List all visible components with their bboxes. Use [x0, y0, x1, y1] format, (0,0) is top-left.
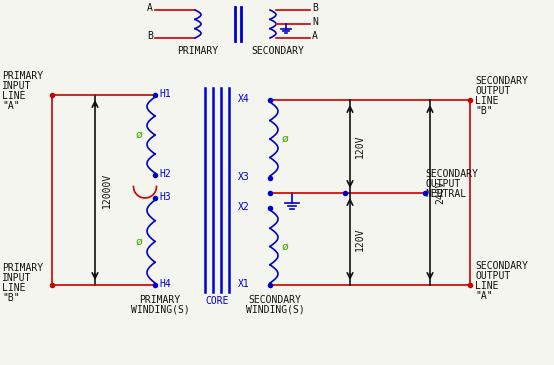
Text: OUTPUT: OUTPUT — [425, 179, 460, 189]
Text: LINE: LINE — [2, 91, 25, 101]
Text: WINDING(S): WINDING(S) — [245, 305, 304, 315]
Text: OUTPUT: OUTPUT — [475, 271, 510, 281]
Text: ø: ø — [281, 242, 289, 251]
Text: "B": "B" — [2, 293, 19, 303]
Text: PRIMARY: PRIMARY — [2, 71, 43, 81]
Text: H4: H4 — [159, 279, 171, 289]
Text: "A": "A" — [2, 101, 19, 111]
Text: ø: ø — [281, 134, 289, 144]
Text: SECONDARY: SECONDARY — [475, 261, 528, 271]
Text: WINDING(S): WINDING(S) — [131, 305, 189, 315]
Text: LINE: LINE — [475, 281, 499, 291]
Text: H2: H2 — [159, 169, 171, 179]
Text: X2: X2 — [238, 202, 250, 212]
Text: H3: H3 — [159, 192, 171, 202]
Text: PRIMARY: PRIMARY — [177, 46, 219, 56]
Text: INPUT: INPUT — [2, 81, 32, 91]
Text: N: N — [312, 17, 318, 27]
Text: B: B — [312, 3, 318, 13]
Text: SECONDARY: SECONDARY — [425, 169, 478, 179]
Text: OUTPUT: OUTPUT — [475, 86, 510, 96]
Text: H1: H1 — [159, 89, 171, 99]
Text: "A": "A" — [475, 291, 493, 301]
Text: A: A — [312, 31, 318, 41]
Text: X3: X3 — [238, 172, 250, 182]
Text: 120V: 120V — [355, 227, 365, 251]
Text: B: B — [147, 31, 153, 41]
Text: X4: X4 — [238, 94, 250, 104]
Text: NEUTRAL: NEUTRAL — [425, 189, 466, 199]
Text: 240V: 240V — [435, 181, 445, 204]
Text: PRIMARY: PRIMARY — [2, 263, 43, 273]
Text: A: A — [147, 3, 153, 13]
Text: 12000V: 12000V — [102, 172, 112, 208]
Text: 120V: 120V — [355, 135, 365, 158]
Text: LINE: LINE — [475, 96, 499, 106]
Text: ø: ø — [136, 237, 142, 246]
Text: SECONDARY: SECONDARY — [249, 295, 301, 305]
Text: CORE: CORE — [205, 296, 229, 306]
Text: SECONDARY: SECONDARY — [252, 46, 305, 56]
Text: SECONDARY: SECONDARY — [475, 76, 528, 86]
Text: PRIMARY: PRIMARY — [140, 295, 181, 305]
Text: ø: ø — [136, 130, 142, 140]
Text: INPUT: INPUT — [2, 273, 32, 283]
Text: X1: X1 — [238, 279, 250, 289]
Text: LINE: LINE — [2, 283, 25, 293]
Text: "B": "B" — [475, 106, 493, 116]
